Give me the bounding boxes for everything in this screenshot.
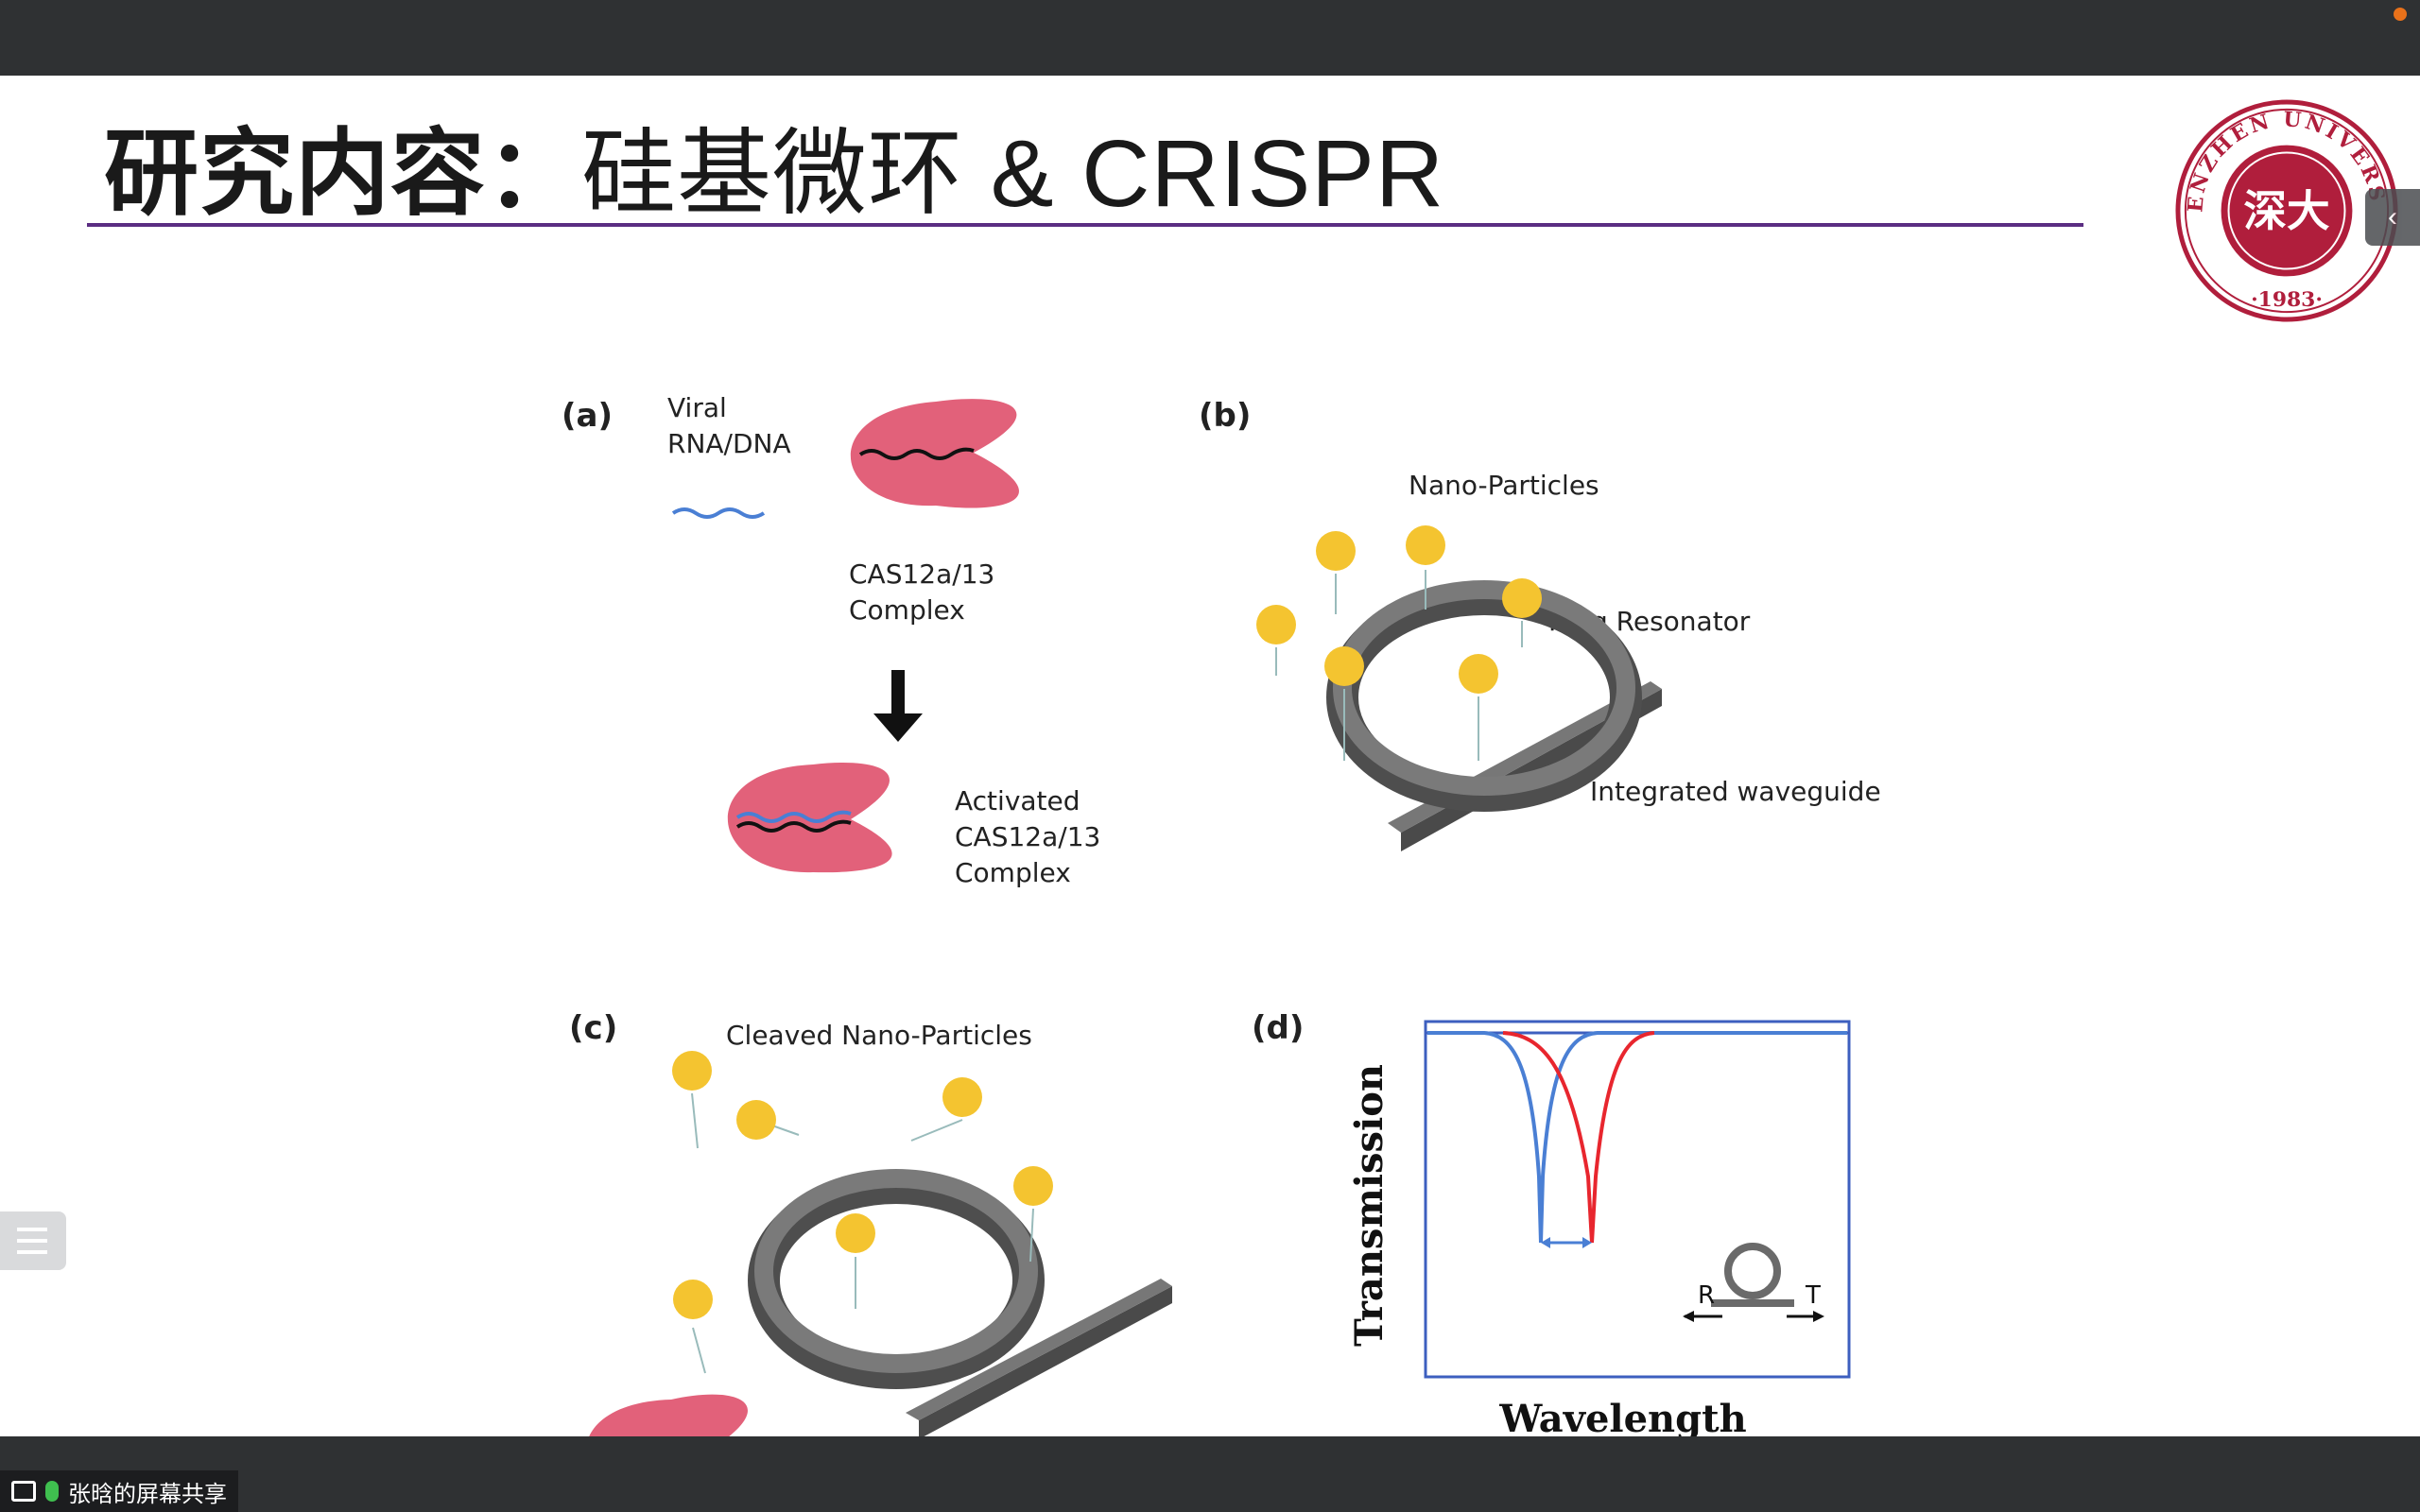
bound-guide-strand: [735, 819, 852, 833]
panel-c-label: (c): [569, 1009, 618, 1047]
bottom-status-bar: 张晗的屏幕共享: [0, 1436, 2420, 1512]
nano-particle: [673, 1280, 713, 1319]
bound-target-strand: [735, 810, 852, 823]
nano-particle: [1316, 531, 1356, 571]
nano-particle: [1256, 605, 1296, 644]
nano-particle: [942, 1077, 982, 1117]
viral-rna-strand: [671, 507, 766, 519]
y-axis-label: Transmission: [1347, 1064, 1392, 1347]
top-toolbar: [0, 0, 2420, 76]
viral-label-line1: Viral: [667, 392, 727, 423]
slide-title: 研究内容：硅基微环 & CRISPR: [104, 96, 1444, 233]
transmission-port-label: T: [1805, 1281, 1821, 1310]
university-seal-logo: SHENZHEN UNIVERSITY 深大 ·1983·: [2174, 98, 2398, 322]
red-resonance-curve: [1502, 1031, 1655, 1244]
shift-arrow-right-head: [1582, 1237, 1592, 1248]
cas-complex-protein: [850, 399, 1019, 508]
collapse-panel-button[interactable]: ‹: [2365, 189, 2420, 246]
nano-particle: [836, 1213, 875, 1253]
nano-particle: [736, 1100, 776, 1140]
reaction-arrow-shaft: [891, 670, 905, 719]
crispr-ring-resonator-figure: (a) Viral RNA/DNA CAS12a/13 Complex Acti…: [529, 288, 1910, 1436]
x-axis-label: Wavelength: [1498, 1397, 1746, 1436]
waveguide-top-c: [906, 1279, 1172, 1420]
nano-particle: [1013, 1166, 1053, 1206]
mini-waveguide: [1711, 1299, 1794, 1307]
mini-ring-icon: [1724, 1243, 1781, 1299]
cleaved-particles-group: [672, 1051, 1053, 1374]
ring-resonator-c-top: [754, 1169, 1038, 1373]
ring-resonator-top: [1333, 580, 1635, 796]
slide-title-rest: 硅基微环 & CRISPR: [581, 121, 1445, 227]
transmit-arrowhead: [1813, 1311, 1824, 1322]
complex-label-line1: CAS12a/13: [849, 558, 995, 590]
reflection-label: R: [1698, 1281, 1715, 1310]
integrated-waveguide-label: Integrated waveguide: [1590, 776, 1881, 807]
transmission-plot-frame: [1424, 1020, 1851, 1379]
nano-particle: [672, 1051, 712, 1091]
panel-a-label: (a): [562, 397, 614, 435]
recording-indicator-icon: [2394, 8, 2407, 21]
activated-label-line2: CAS12a/13: [955, 821, 1101, 852]
nano-particle: [1324, 646, 1364, 686]
panel-b-label: (b): [1199, 397, 1252, 435]
complex-label-line2: Complex: [849, 594, 965, 626]
cleaved-nano-particles-label: Cleaved Nano-Particles: [726, 1020, 1032, 1051]
table-of-contents-button[interactable]: [0, 1211, 66, 1270]
screen-share-label: 张晗的屏幕共享: [68, 1481, 227, 1507]
nano-particle: [1502, 578, 1542, 618]
microphone-icon: [45, 1481, 59, 1502]
activated-cas-complex-c: [589, 1394, 748, 1436]
activated-label-line1: Activated: [955, 785, 1080, 816]
activated-label-line3: Complex: [955, 857, 1071, 888]
figure-illustration: R T Transmission Wavelength: [589, 399, 1851, 1436]
panel-d-label: (d): [1252, 1009, 1305, 1047]
guide-rna-strand: [858, 447, 975, 460]
activated-cas-complex: [727, 763, 892, 873]
waveguide-bar-c: [919, 1286, 1172, 1436]
nano-particle: [1459, 654, 1498, 694]
chevron-left-icon: ‹: [2388, 201, 2397, 232]
screen-share-icon: [11, 1481, 36, 1502]
screen-share-indicator[interactable]: 张晗的屏幕共享: [0, 1470, 238, 1512]
seal-center-text: 深大: [2243, 185, 2330, 236]
down-arrow-icon: [873, 713, 923, 742]
viral-label-line2: RNA/DNA: [667, 428, 791, 459]
seal-year-text: ·1983·: [2251, 288, 2323, 312]
shift-arrow-left-head: [1541, 1237, 1550, 1248]
nano-particles-label: Nano-Particles: [1409, 470, 1599, 501]
slide-title-bold: 研究内容：: [104, 121, 581, 227]
table-of-contents-icon: [17, 1228, 47, 1231]
reflect-arrowhead: [1683, 1311, 1694, 1322]
presentation-slide: 研究内容：硅基微环 & CRISPR SHENZHEN UNIVERSITY 深…: [0, 76, 2420, 1436]
title-underline: [87, 223, 2083, 227]
nano-particle: [1406, 525, 1445, 565]
nano-particles-group: [1256, 525, 1542, 761]
